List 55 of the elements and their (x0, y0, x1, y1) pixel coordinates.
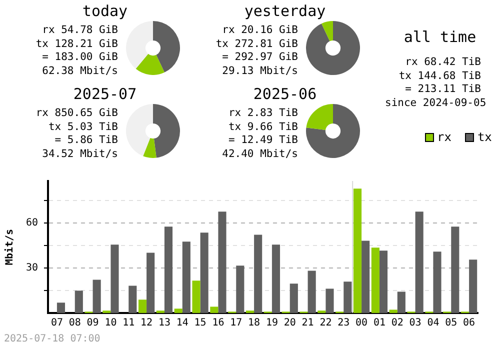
x-tick-label: 23 (338, 318, 350, 329)
text: 29.13 Mbit/s (221, 64, 298, 78)
x-tick-label: 14 (176, 318, 188, 329)
text: 34.52 Mbit/s (41, 148, 118, 161)
text: rx 68.42 TiB (404, 56, 481, 70)
text: = 5.86 TiB (54, 134, 118, 148)
text: 2025-07-18 07:00 (4, 334, 100, 345)
chart-title: today (81, 2, 129, 20)
x-tick-label: 19 (266, 318, 278, 329)
text: tx 5.03 TiB (47, 120, 118, 134)
text: since 2024-09-05 (385, 96, 486, 110)
x-tick-label: 12 (140, 318, 153, 329)
text: tx 128.21 GiB (34, 38, 118, 51)
text: = 292.97 GiB (221, 51, 298, 64)
chart-title: 2025-07 (72, 85, 138, 103)
x-tick-label: 15 (194, 318, 206, 329)
x-tick-label: 04 (427, 318, 440, 329)
x-tick-label: 01 (373, 318, 386, 329)
x-tick-label: 22 (320, 318, 332, 329)
legend-label: tx (477, 130, 492, 144)
text: 62.38 Mbit/s (41, 64, 118, 78)
y-tick-label: 30 (26, 262, 38, 274)
y-axis-title: Mbit/s (4, 228, 16, 266)
text: rx 54.78 GiB (41, 24, 118, 38)
text: rx 2.83 TiB (227, 107, 298, 120)
x-tick-label: 05 (445, 318, 458, 329)
chart-title: yesterday (243, 2, 327, 20)
x-tick-label: 03 (409, 318, 422, 329)
x-tick-label: 13 (158, 318, 170, 329)
text: rx 850.65 GiB (34, 107, 118, 120)
text: rx 20.16 GiB (221, 24, 298, 38)
x-tick-label: 10 (104, 318, 117, 329)
x-tick-label: 16 (212, 318, 224, 329)
text: 42.40 Mbit/s (221, 148, 298, 161)
text: = 12.49 TiB (227, 134, 298, 148)
text: all time (402, 28, 478, 46)
x-tick-label: 02 (391, 318, 404, 329)
x-tick-label: 21 (302, 318, 314, 329)
x-tick-label: 20 (284, 318, 296, 329)
x-tick-label: 00 (356, 318, 368, 329)
x-tick-label: 09 (86, 318, 99, 329)
y-tick-label: 60 (26, 218, 38, 229)
x-tick-label: 11 (122, 318, 135, 329)
text: = 213.11 TiB (404, 83, 481, 96)
x-tick-label: 18 (248, 318, 260, 329)
chart-title: 2025-06 (252, 85, 318, 103)
text: tx 272.81 GiB (214, 38, 298, 51)
x-tick-label: 17 (230, 318, 242, 329)
text: = 183.00 GiB (41, 51, 118, 64)
x-tick-label: 06 (463, 318, 476, 329)
x-tick-label: 07 (50, 318, 63, 329)
legend-label: rx (437, 130, 452, 144)
text: tx 144.68 TiB (398, 70, 481, 83)
text: tx 9.66 TiB (227, 120, 298, 134)
x-tick-label: 08 (68, 318, 81, 329)
